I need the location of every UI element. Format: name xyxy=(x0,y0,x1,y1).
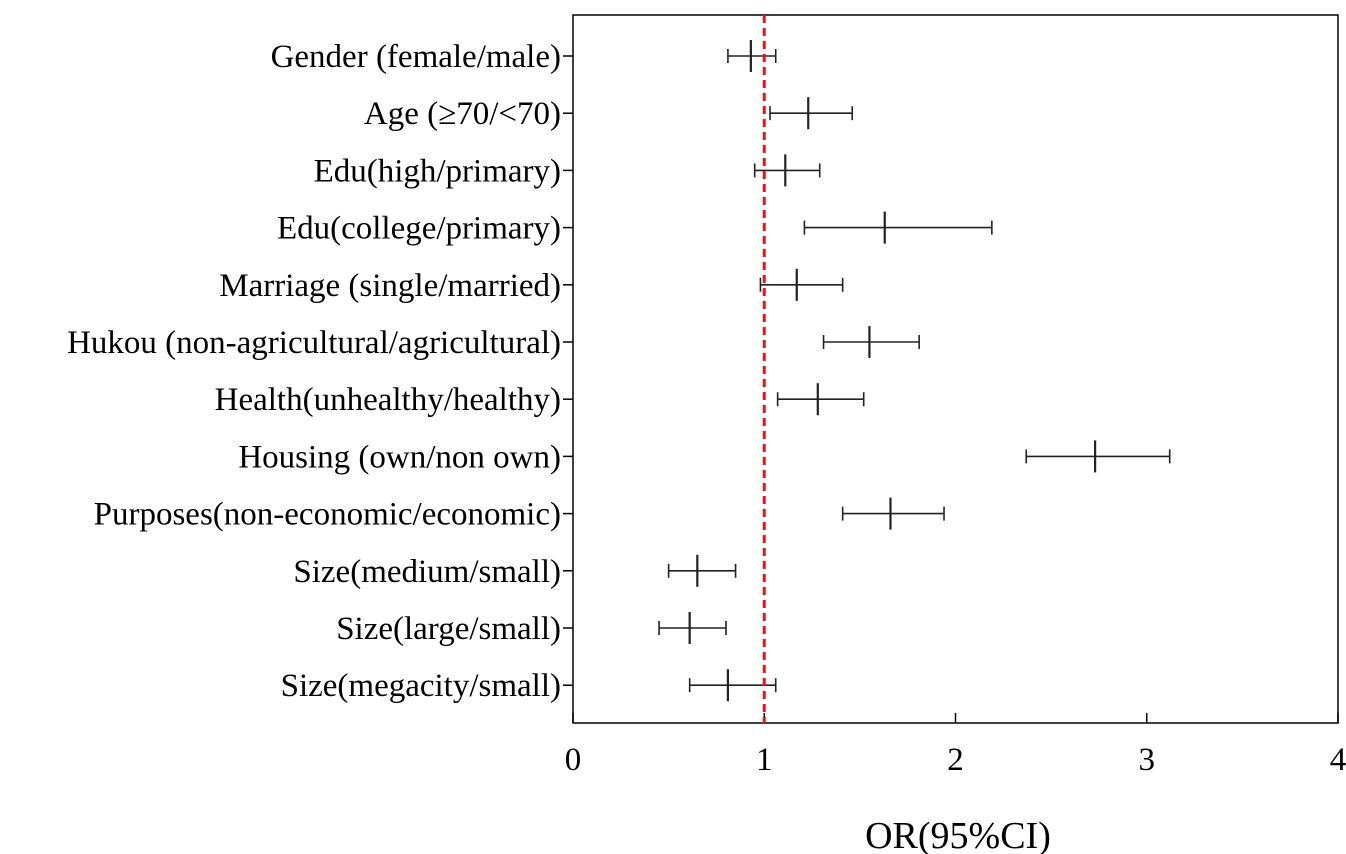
x-tick-label: 3 xyxy=(1139,742,1156,778)
category-labels: Gender (female/male) Age (≥70/<70) Edu(hig… xyxy=(67,39,561,704)
y-ticks xyxy=(563,55,573,686)
category-label: Health(unhealthy/healthy) xyxy=(215,382,561,418)
category-label: Size(medium/small) xyxy=(293,554,561,590)
x-tick-label: 0 xyxy=(565,742,582,778)
x-tick-label: 2 xyxy=(947,742,964,778)
category-label: Age (≥70/<70) xyxy=(364,96,561,132)
x-axis-title: OR(95%CI) xyxy=(865,815,1051,854)
estimate-marks xyxy=(658,40,1171,702)
category-label: Gender (female/male) xyxy=(271,39,561,75)
category-label: Size(megacity/small) xyxy=(281,668,561,704)
plot-frame xyxy=(572,14,1339,724)
x-tick-label: 4 xyxy=(1330,742,1346,778)
category-label: Marriage (single/married) xyxy=(219,268,561,304)
category-label: Edu(high/primary) xyxy=(314,153,561,189)
category-label: Edu(college/primary) xyxy=(277,211,561,247)
x-ticks: 0 1 2 3 4 xyxy=(565,713,1346,778)
category-label: Housing (own/non own) xyxy=(238,439,561,475)
category-label: Purposes(non-economic/economic) xyxy=(94,497,561,533)
x-tick-label: 1 xyxy=(756,742,773,778)
category-label: Hukou (non-agricultural/agricultural) xyxy=(67,325,561,361)
category-label: Size(large/small) xyxy=(336,611,561,647)
